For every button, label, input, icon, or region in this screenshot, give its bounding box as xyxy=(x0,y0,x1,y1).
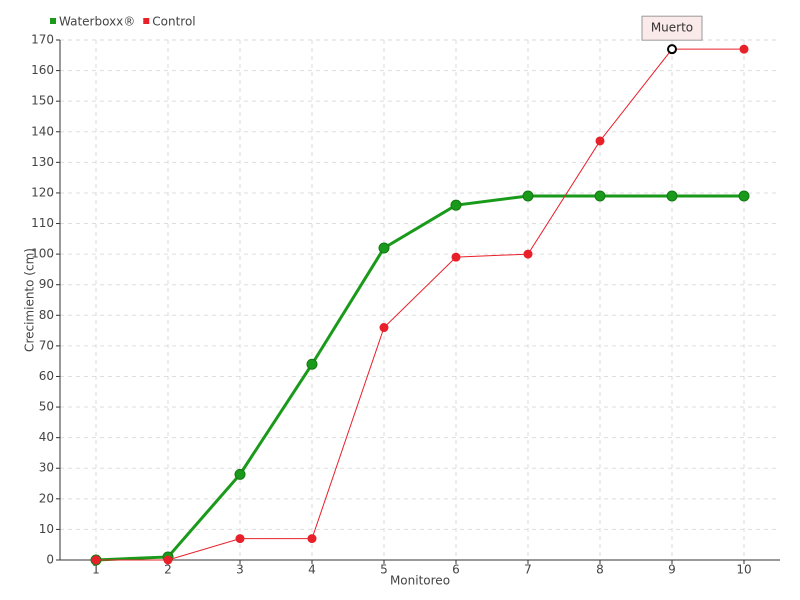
legend-label: Waterboxx® xyxy=(59,15,135,29)
annotation-text: Muerto xyxy=(651,21,693,35)
data-point xyxy=(306,358,318,370)
data-point xyxy=(235,534,245,544)
legend-label: Control xyxy=(152,15,195,29)
x-tick-label: 5 xyxy=(380,563,388,577)
annotation-box xyxy=(641,15,703,41)
y-tick-label: 140 xyxy=(31,124,54,138)
data-point xyxy=(595,136,605,146)
y-tick-label: 100 xyxy=(31,247,54,261)
data-point xyxy=(379,323,389,333)
y-tick-label: 150 xyxy=(31,94,54,108)
y-tick-label: 40 xyxy=(39,430,54,444)
y-tick-label: 10 xyxy=(39,522,54,536)
y-tick-label: 60 xyxy=(39,369,54,383)
x-tick-label: 4 xyxy=(308,563,316,577)
data-point xyxy=(91,555,101,565)
y-axis-label: Crecimiento (cm) xyxy=(23,248,37,352)
data-point xyxy=(738,190,750,202)
legend-swatch xyxy=(143,18,150,24)
x-axis-label: Monitoreo xyxy=(390,574,450,588)
x-tick-label: 8 xyxy=(596,563,604,577)
y-tick-label: 30 xyxy=(39,461,54,475)
y-tick-label: 110 xyxy=(31,216,54,230)
y-tick-label: 80 xyxy=(39,308,54,322)
data-point xyxy=(378,242,390,254)
y-tick-label: 170 xyxy=(31,33,54,47)
data-point xyxy=(522,190,534,202)
series-line xyxy=(95,194,744,562)
data-point xyxy=(163,555,173,565)
y-tick-label: 90 xyxy=(39,277,54,291)
x-tick-label: 7 xyxy=(524,563,532,577)
series-line xyxy=(96,48,744,561)
y-tick-label: 120 xyxy=(31,185,54,199)
data-point xyxy=(307,534,317,544)
data-point xyxy=(594,190,606,202)
y-tick-label: 0 xyxy=(46,553,54,567)
data-point xyxy=(739,44,749,54)
data-point xyxy=(451,252,461,262)
x-tick-label: 6 xyxy=(452,563,460,577)
y-tick-label: 130 xyxy=(31,155,54,169)
x-tick-label: 10 xyxy=(736,563,751,577)
x-tick-label: 3 xyxy=(236,563,244,577)
data-point xyxy=(523,249,533,259)
x-tick-label: 9 xyxy=(668,563,676,577)
legend-swatch xyxy=(50,18,56,24)
x-tick-label: 2 xyxy=(164,563,172,577)
y-tick-label: 50 xyxy=(39,400,54,414)
data-point xyxy=(667,44,677,55)
y-tick-label: 160 xyxy=(31,63,54,77)
y-tick-label: 70 xyxy=(39,338,54,352)
y-tick-label: 20 xyxy=(39,491,54,505)
data-point xyxy=(234,468,246,480)
data-point xyxy=(666,190,678,202)
data-point xyxy=(450,199,462,211)
x-tick-label: 1 xyxy=(92,563,100,577)
